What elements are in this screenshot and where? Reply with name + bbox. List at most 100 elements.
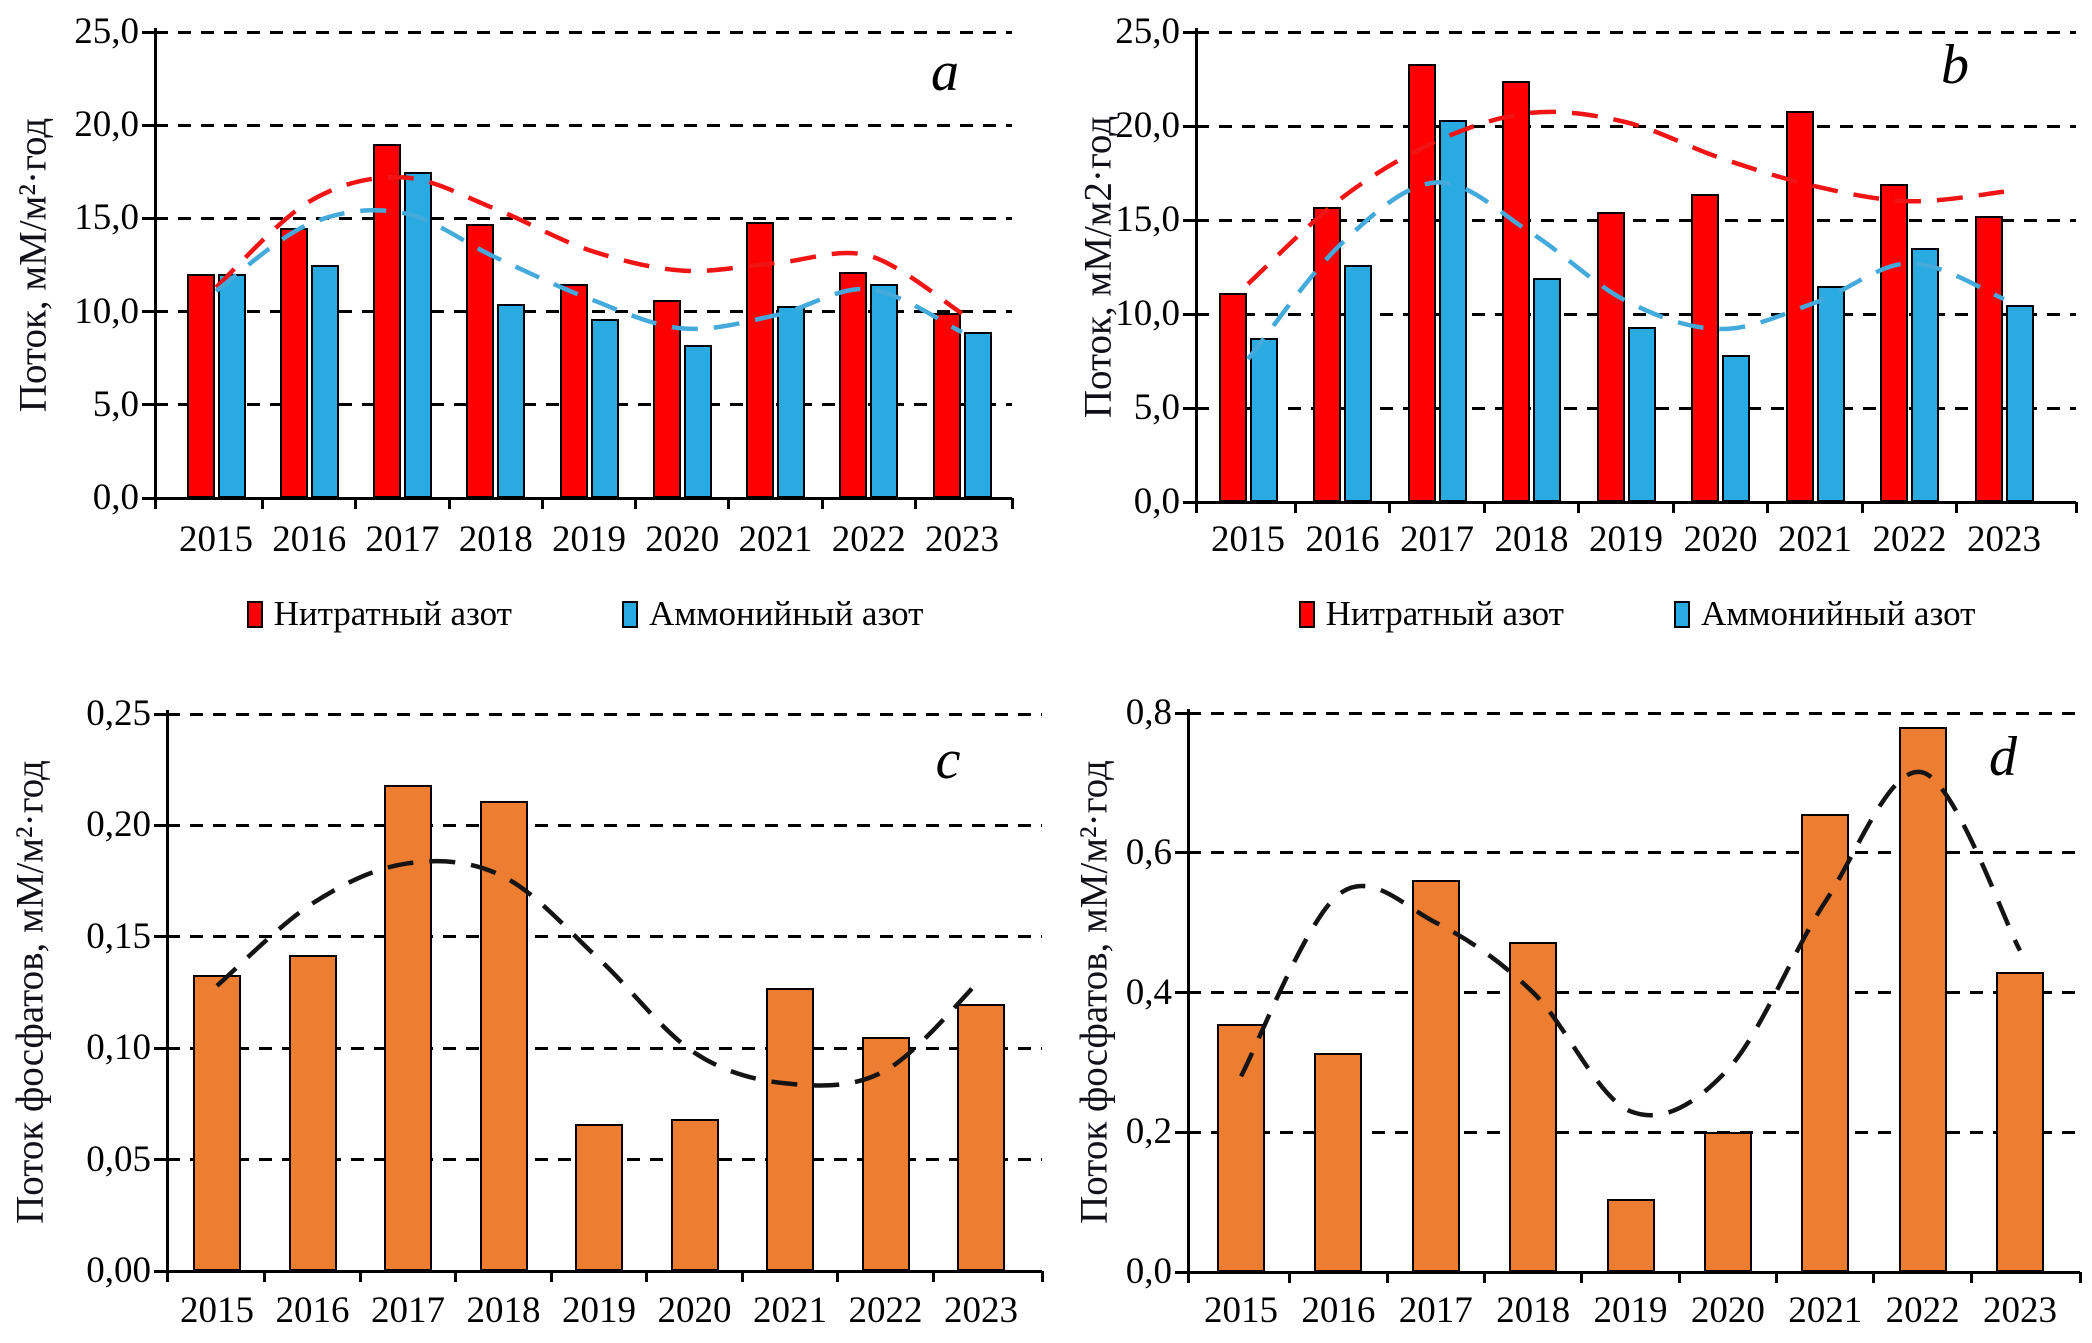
panel-a-x-label-2015: 2015 bbox=[179, 519, 253, 560]
panel-d-x-label-2018: 2018 bbox=[1496, 1290, 1571, 1331]
panel-a-x-tick bbox=[820, 498, 824, 509]
panel-d-y-tick-label: 0,0 bbox=[1125, 1251, 1172, 1292]
panel-d-x-tick bbox=[1186, 1272, 1190, 1283]
panel-a-bar-2019-series2 bbox=[590, 319, 619, 498]
ammonium-legend-label: Аммонийный азот bbox=[1700, 594, 1976, 633]
panel-d-y-tick bbox=[1175, 711, 1188, 715]
panel-b-x-label-2023: 2023 bbox=[1967, 519, 2041, 560]
panel-b-y-axis bbox=[1194, 28, 1198, 504]
panel-a-x-label-2021: 2021 bbox=[738, 519, 813, 560]
panel-c-x-label-2020: 2020 bbox=[657, 1290, 732, 1331]
panel-b-x-label-2018: 2018 bbox=[1494, 519, 1569, 560]
panel-b-letter-label: b bbox=[1941, 34, 1969, 96]
ammonium-legend-marker-icon bbox=[1673, 600, 1690, 628]
panel-c-gridline bbox=[167, 935, 1042, 939]
panel-a-x-label-2018: 2018 bbox=[458, 519, 533, 560]
panel-c-x-label-2015: 2015 bbox=[180, 1290, 254, 1331]
panel-c-y-tick bbox=[154, 935, 167, 939]
panel-c-gridline bbox=[167, 823, 1042, 827]
panel-c-x-tick bbox=[454, 1271, 458, 1282]
panel-c-y-tick bbox=[154, 1046, 167, 1050]
panel-c-bar-2021-series1 bbox=[766, 988, 814, 1271]
panel-a-x-label-2022: 2022 bbox=[831, 519, 906, 560]
panel-c-y-tick-label: 0,00 bbox=[86, 1250, 151, 1291]
panel-a-y-axis bbox=[153, 28, 157, 500]
panel-b-x-tick bbox=[1194, 502, 1198, 513]
panel-a-x-label-2017: 2017 bbox=[365, 519, 440, 560]
panel-b-bar-2019-series2 bbox=[1627, 327, 1656, 502]
panel-c-y-axis-title: Поток фосфатов, мМ/м²·год bbox=[8, 760, 52, 1224]
panel-c-y-tick bbox=[154, 712, 167, 716]
panel-d-x-tick bbox=[1482, 1272, 1486, 1283]
panel-d-x-tick bbox=[1872, 1272, 1876, 1283]
panel-c-x-tick bbox=[358, 1271, 362, 1282]
panel-d-bar-2018-series1 bbox=[1509, 942, 1558, 1272]
panel-c-y-tick-label: 0,20 bbox=[86, 804, 151, 846]
panel-d-bar-2020-series1 bbox=[1703, 1132, 1752, 1272]
panel-b-y-tick-label: 5,0 bbox=[1133, 387, 1180, 428]
panel-a-legend: Нитратный азот Аммонийный азот bbox=[155, 594, 1015, 634]
panel-b-bar-2018-series1 bbox=[1502, 80, 1530, 502]
legend-item-nitrate: Нитратный азот bbox=[246, 594, 512, 634]
panel-c-bar-2020-series1 bbox=[670, 1119, 719, 1271]
nitrate-legend-marker-icon bbox=[246, 600, 263, 628]
panel-a-x-axis bbox=[153, 496, 1012, 500]
panel-c-x-tick bbox=[1040, 1271, 1044, 1282]
panel-b-bar-2021-series1 bbox=[1785, 110, 1814, 502]
panel-d-x-tick bbox=[2078, 1272, 2082, 1283]
panel-b-gridline bbox=[1196, 124, 2076, 128]
panel-a-bar-2015-series2 bbox=[217, 274, 246, 498]
panel-b-x-tick bbox=[1671, 502, 1675, 513]
panel-b-bar-2019-series1 bbox=[1596, 212, 1625, 502]
panel-a-gridline bbox=[155, 30, 1012, 34]
panel-c-x-tick bbox=[263, 1271, 267, 1282]
panel-b-x-tick bbox=[2074, 502, 2078, 513]
panel-b-bar-2018-series2 bbox=[1533, 278, 1561, 502]
panel-b-gridline bbox=[1196, 30, 2076, 34]
panel-b-bar-2015-series1 bbox=[1218, 293, 1247, 502]
panel-b-bar-2021-series2 bbox=[1816, 285, 1845, 502]
panel-a-bar-2017-series1 bbox=[373, 143, 401, 498]
panel-a-y-tick bbox=[142, 310, 155, 314]
panel-b-x-label-2016: 2016 bbox=[1305, 519, 1380, 560]
panel-a-bar-2020-series1 bbox=[652, 300, 681, 498]
panel-a-bar-2023-series2 bbox=[963, 332, 992, 498]
panel-d-x-tick bbox=[1385, 1272, 1389, 1283]
panel-c-bar-2023-series1 bbox=[957, 1003, 1005, 1271]
panel-d-y-axis bbox=[1186, 709, 1190, 1274]
panel-a-bar-2018-series1 bbox=[466, 223, 495, 498]
panel-a-y-tick-label: 25,0 bbox=[74, 11, 139, 52]
panel-b-y-tick bbox=[1183, 312, 1196, 316]
panel-b-y-tick bbox=[1183, 218, 1196, 222]
panel-b-x-label-2015: 2015 bbox=[1211, 519, 1285, 560]
panel-b-x-tick bbox=[1577, 502, 1581, 513]
panel-a-x-tick bbox=[540, 498, 544, 509]
panel-c-bar-2018-series1 bbox=[479, 800, 528, 1271]
panel-a-y-tick bbox=[142, 30, 155, 34]
panel-b-y-tick bbox=[1183, 124, 1196, 128]
panel-a-x-tick bbox=[727, 498, 731, 509]
panel-d-x-tick bbox=[1969, 1272, 1973, 1283]
legend-item-nitrate: Нитратный азот bbox=[1298, 594, 1564, 634]
nitrate-legend-marker-icon bbox=[1298, 600, 1315, 628]
panel-a-x-tick bbox=[634, 498, 638, 509]
panel-d-bar-2021-series1 bbox=[1801, 814, 1850, 1272]
panel-a-bar-2020-series2 bbox=[683, 345, 712, 498]
panel-b-x-label-2022: 2022 bbox=[1872, 519, 1947, 560]
panel-b-bar-2016-series2 bbox=[1344, 265, 1372, 502]
panel-d-x-label-2016: 2016 bbox=[1301, 1290, 1376, 1331]
panel-b-x-label-2019: 2019 bbox=[1589, 519, 1663, 560]
panel-d-bar-2016-series1 bbox=[1314, 1053, 1363, 1272]
panel-a-x-label-2020: 2020 bbox=[645, 519, 720, 560]
panel-d-y-tick bbox=[1175, 991, 1188, 994]
panel-a-letter-label: a bbox=[931, 41, 959, 103]
panel-d-y-tick-label: 0,8 bbox=[1125, 692, 1172, 733]
panel-c-x-tick bbox=[645, 1271, 649, 1282]
panel-c-x-label-2023: 2023 bbox=[944, 1290, 1018, 1331]
panel-d-gridline bbox=[1188, 1130, 2080, 1134]
panel-a-y-axis-title: Поток, мМ/м²·год bbox=[11, 117, 55, 413]
panel-c-y-tick-label: 0,15 bbox=[86, 915, 151, 957]
panel-b-x-tick bbox=[1955, 502, 1959, 513]
panel-c-bar-2022-series1 bbox=[861, 1037, 910, 1271]
panel-a-y-tick bbox=[142, 496, 155, 500]
